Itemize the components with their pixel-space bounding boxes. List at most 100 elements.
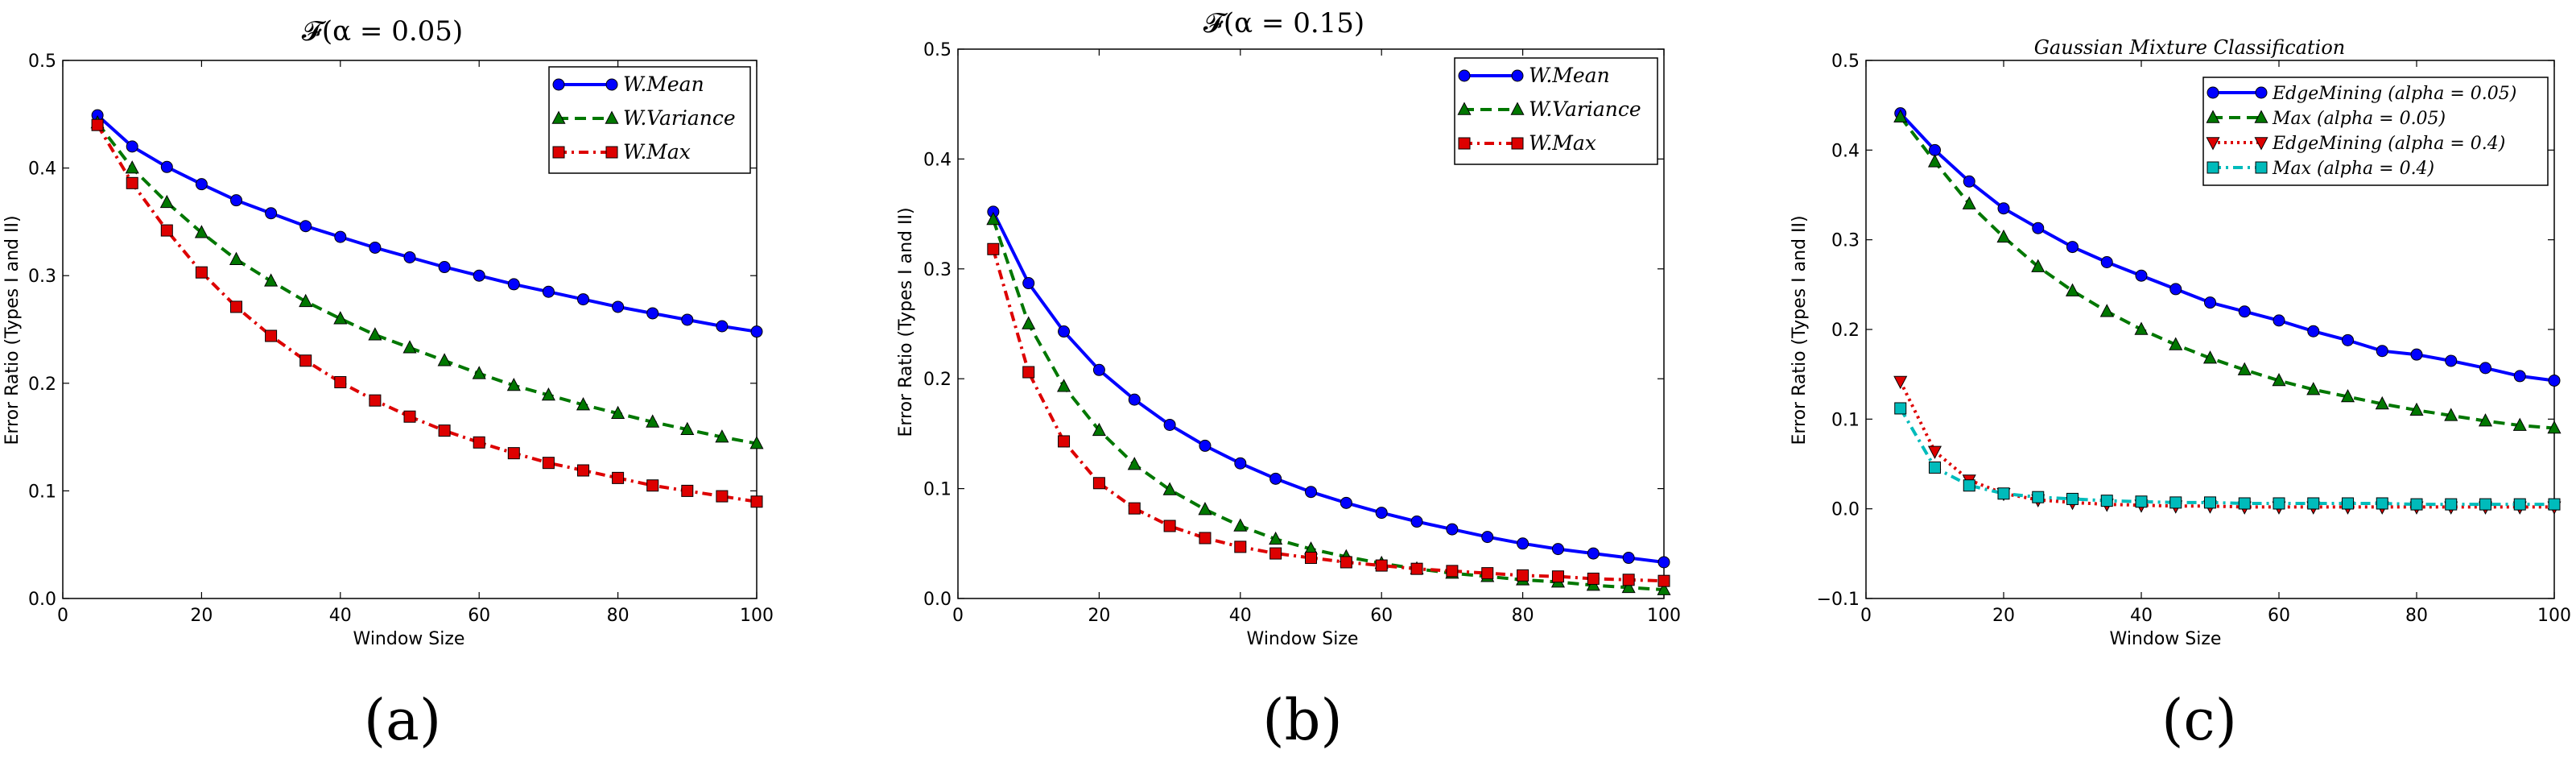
data-point (472, 366, 486, 379)
data-point (1163, 418, 1176, 431)
x-tick-label: 100 (1647, 606, 1681, 626)
data-point (369, 394, 382, 407)
data-point (612, 300, 625, 313)
series-edgemining-alpha-0-4 (1893, 375, 2562, 515)
panel-b-marks: 0 20 40 60 80 100 0.0 0.1 0.2 0.3 0.4 0.5 W.Mean W.Va… (923, 40, 1681, 626)
panel-c: Gaussian Mixture Classification 0 20 40 60 8… (1790, 36, 2571, 753)
data-point (1375, 507, 1388, 520)
data-point (1997, 487, 2010, 500)
data-point (368, 327, 382, 341)
data-point (334, 230, 347, 243)
data-point (1269, 472, 1282, 485)
x-tick-label: 20 (190, 606, 213, 626)
data-point (1234, 457, 1247, 470)
x-tick-label: 60 (468, 606, 490, 626)
data-point (542, 457, 555, 470)
legend-marker (551, 110, 566, 124)
data-point (194, 225, 208, 238)
data-point (1058, 325, 1071, 338)
x-tick-label: 20 (1088, 606, 1110, 626)
panel-a-marks: 0 20 40 60 80 100 0.0 0.1 0.2 0.3 0.4 0.5 W.Mean W.Va… (28, 52, 774, 626)
data-point (681, 484, 694, 497)
series-line (991, 248, 1665, 583)
data-point (1657, 574, 1670, 587)
data-point (749, 436, 764, 449)
data-point (1657, 582, 1671, 595)
legend-marker (1511, 137, 1524, 150)
data-point (126, 176, 138, 189)
data-point (1410, 562, 1423, 575)
data-point (1446, 565, 1459, 578)
data-point (646, 307, 659, 320)
panel-a-caption: (a) (364, 687, 441, 753)
legend-label: W.Mean (1529, 64, 1610, 87)
y-tick-label: 0.1 (28, 482, 56, 502)
data-point (91, 118, 104, 131)
data-point (576, 397, 591, 411)
data-point (542, 285, 555, 298)
legend: W.Mean W.Variance W.Max (1454, 57, 1658, 165)
data-point (987, 242, 1000, 255)
data-point (1022, 316, 1036, 329)
legend-label: W.Max (1529, 131, 1596, 155)
series-line (96, 122, 758, 445)
panel-b: 𝓕(α = 0.15) 0 20 40 60 80 1000.00.10.20.30.40… (896, 7, 1681, 753)
data-point (473, 436, 485, 449)
y-tick-label: 0.3 (28, 267, 56, 287)
data-point (2548, 498, 2561, 511)
data-point (2512, 417, 2527, 431)
data-point (2099, 304, 2114, 317)
y-tick-label: 0.0 (28, 590, 56, 610)
panel-b-title: 𝓕(α = 0.15) (1203, 7, 1364, 39)
data-point (1128, 502, 1141, 515)
data-point (2169, 496, 2182, 509)
y-tick-label: 0.0 (923, 590, 952, 610)
data-point (1622, 574, 1635, 586)
data-point (1092, 363, 1105, 376)
panel-a-xlabel: Window Size (353, 629, 465, 649)
data-point (2342, 497, 2354, 510)
data-point (716, 320, 729, 333)
data-point (750, 325, 763, 338)
data-point (403, 410, 416, 423)
panel-b-xlabel: Window Size (1247, 629, 1359, 649)
legend-marker (1510, 101, 1525, 115)
y-tick-label: 0.2 (1831, 321, 1860, 341)
y-tick-label: 0.3 (1831, 231, 1860, 251)
data-point (750, 495, 763, 508)
x-tick-label: 80 (607, 606, 630, 626)
data-point (2066, 241, 2079, 254)
data-point (2169, 337, 2183, 350)
data-point (2548, 374, 2561, 387)
series-line (992, 211, 1665, 564)
panel-a: 𝓕(α = 0.05) 0 20 40 60 80 1000.00.10.20.30.40… (2, 15, 774, 753)
series-max-alpha-0-4 (1894, 402, 2561, 511)
data-point (577, 464, 589, 477)
data-point (2376, 497, 2388, 510)
data-point (1199, 439, 1212, 452)
data-point (507, 447, 520, 460)
data-point (265, 329, 278, 342)
data-point (2376, 345, 2388, 358)
data-point (299, 220, 312, 233)
data-point (541, 387, 555, 401)
data-point (2445, 498, 2458, 511)
x-tick-label: 40 (2130, 606, 2153, 626)
data-point (2307, 325, 2320, 338)
plot-frame (957, 48, 1665, 599)
data-point (299, 354, 312, 367)
series-w-max (987, 242, 1670, 587)
legend: W.Mean W.Variance W.Max (548, 66, 751, 174)
data-point (2479, 498, 2491, 511)
legend-label: W.Variance (1529, 97, 1641, 121)
data-point (2375, 395, 2389, 410)
legend-label: EdgeMining (alpha = 0.05) (2272, 84, 2516, 104)
data-point (1517, 537, 1530, 550)
legend-label: W.Mean (623, 72, 704, 96)
data-point (1340, 496, 1352, 509)
data-point (2238, 497, 2251, 510)
y-tick-label: −0.1 (1817, 590, 1860, 610)
panel-c-marks: 0 20 40 60 80 100 −0.1 0.0 0.1 0.2 0.3 0.4 0.5 EdgeMi… (1817, 52, 2571, 626)
y-tick-label: 0.3 (923, 260, 952, 280)
x-tick-label: 0 (1860, 606, 1872, 626)
